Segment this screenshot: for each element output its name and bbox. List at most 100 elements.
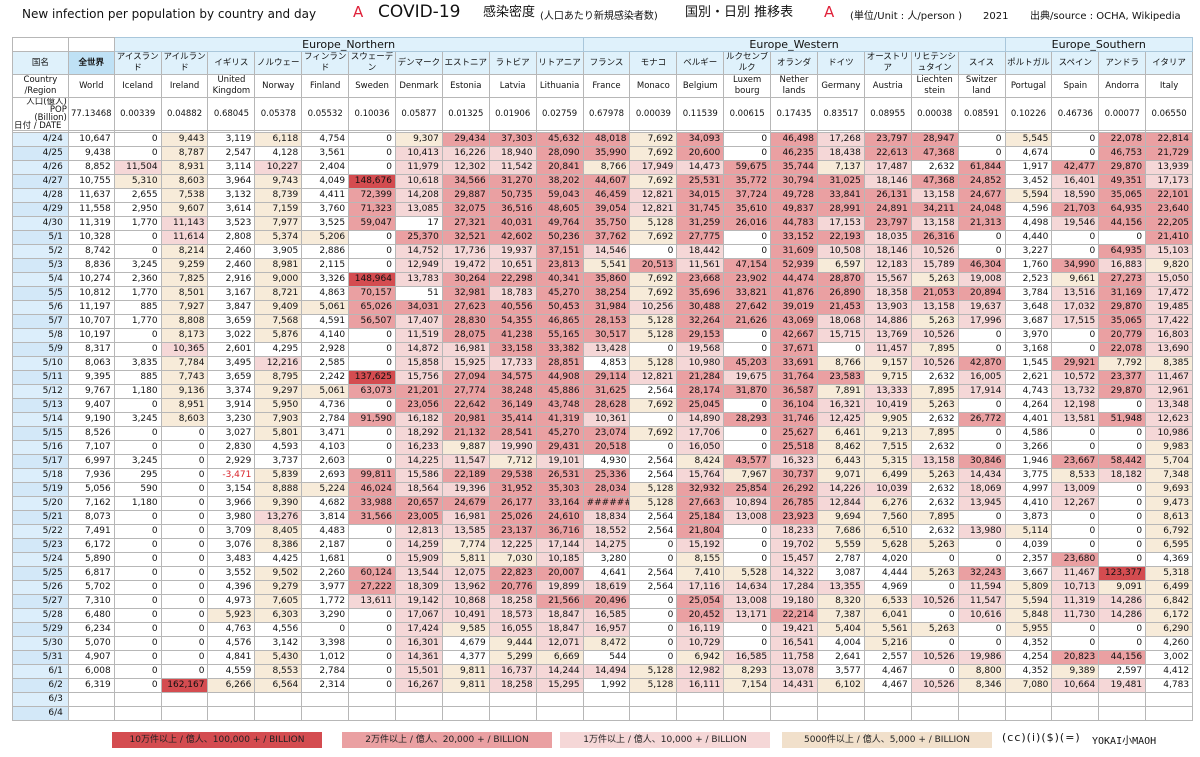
value-cell: 31,169 <box>1098 286 1147 301</box>
value-cell: 42,667 <box>770 328 818 343</box>
value-cell: 2,808 <box>207 230 256 245</box>
value-cell: 4,401 <box>1004 412 1053 427</box>
value-cell: 0 <box>113 538 162 553</box>
value-cell: 13,171 <box>723 608 772 623</box>
value-cell: 28,034 <box>582 482 631 497</box>
value-cell: 0 <box>1098 510 1147 525</box>
value-cell: 8,346 <box>957 678 1006 693</box>
value-cell: 59,047 <box>348 216 396 231</box>
value-cell: 3,266 <box>1004 440 1053 455</box>
date-cell: 5/16 <box>12 440 69 455</box>
value-cell: 0 <box>723 552 772 567</box>
table-row: 5/13 9,407 0 8,951 3,914 5,950 4,736 0 23,056 22,… <box>12 398 1194 413</box>
world-value: 11,197 <box>67 300 115 315</box>
value-cell: 32,264 <box>676 314 725 329</box>
value-cell: 16,957 <box>582 622 631 637</box>
date-cell: 5/14 <box>12 412 69 427</box>
world-value: 8,317 <box>67 342 115 357</box>
value-cell: 0 <box>723 328 772 343</box>
value-cell: 4,039 <box>1004 538 1053 553</box>
value-cell: 46,753 <box>1098 146 1147 161</box>
value-cell: 8,808 <box>160 314 209 329</box>
value-cell: 19,481 <box>1098 678 1147 693</box>
value-cell: 13,544 <box>394 566 443 581</box>
value-cell: 8,173 <box>160 328 209 343</box>
value-cell <box>582 692 631 707</box>
value-cell <box>488 692 537 707</box>
table-row: 5/1 10,328 0 11,614 2,808 5,374 5,206 0 25,370 32… <box>12 230 1194 245</box>
value-cell: 21,566 <box>535 594 584 609</box>
country-pop: 0.05877 <box>394 97 443 131</box>
world-value: 11,637 <box>67 188 115 203</box>
value-cell: 12,623 <box>1145 412 1194 427</box>
value-cell <box>863 706 912 721</box>
value-cell: 32,075 <box>441 202 490 217</box>
value-cell: 2,187 <box>301 538 350 553</box>
value-cell: 0 <box>723 440 772 455</box>
value-cell: 14,244 <box>535 664 584 679</box>
value-cell: 4,295 <box>254 342 303 357</box>
value-cell: 14,890 <box>676 412 725 427</box>
value-cell: 44,156 <box>1098 216 1147 231</box>
value-cell: 2,564 <box>629 454 678 469</box>
value-cell: 11,730 <box>1051 608 1100 623</box>
value-cell: 3,552 <box>207 566 256 581</box>
value-cell: 5,811 <box>441 552 490 567</box>
value-cell: 11,519 <box>394 328 443 343</box>
date-label: 日付 / DATE <box>14 121 62 131</box>
value-cell: 10,986 <box>1145 426 1194 441</box>
value-cell: 3,737 <box>254 454 303 469</box>
value-cell: 0 <box>723 398 772 413</box>
value-cell: 14,361 <box>394 650 443 665</box>
value-cell <box>957 706 1006 721</box>
value-cell: 36,149 <box>488 398 537 413</box>
value-cell: 60,124 <box>348 566 396 581</box>
value-cell: 70,157 <box>348 286 396 301</box>
value-cell: 15,715 <box>816 328 865 343</box>
value-cell: 72,399 <box>348 188 396 203</box>
date-cell: 4/26 <box>12 160 69 175</box>
value-cell: 885 <box>113 370 162 385</box>
country-en: Denmark <box>394 74 443 98</box>
value-cell: 31,764 <box>770 370 818 385</box>
value-cell: 0 <box>113 440 162 455</box>
value-cell: 0 <box>629 412 678 427</box>
value-cell: 15,858 <box>394 356 443 371</box>
region-row: Europe_Northern Europe_Western Europe_Sout… <box>12 37 1194 52</box>
value-cell: 0 <box>1098 440 1147 455</box>
value-cell: 32,243 <box>957 566 1006 581</box>
value-cell: 0 <box>1051 132 1100 147</box>
value-cell: 23,005 <box>394 510 443 525</box>
world-value: 7,107 <box>67 440 115 455</box>
date-cell: 5/26 <box>12 580 69 595</box>
value-cell <box>254 692 303 707</box>
value-cell: 38,254 <box>582 286 631 301</box>
country-en: Austria <box>863 74 912 98</box>
value-cell: 7,891 <box>816 384 865 399</box>
value-cell: 9,743 <box>254 174 303 189</box>
corner-en: Country /Region <box>12 74 69 98</box>
value-cell: 41,238 <box>488 328 537 343</box>
value-cell: 15,909 <box>394 552 443 567</box>
value-cell: 2,523 <box>1004 272 1053 287</box>
value-cell: 7,692 <box>629 272 678 287</box>
value-cell: 4,679 <box>441 636 490 651</box>
value-cell: 25,054 <box>676 594 725 609</box>
value-cell: 7,080 <box>1004 678 1053 693</box>
value-cell: 0 <box>723 132 772 147</box>
value-cell: 18,258 <box>488 678 537 693</box>
country-jp: ルクセンブルク <box>723 51 772 75</box>
value-cell: 8,501 <box>160 286 209 301</box>
value-cell: 4,440 <box>1004 230 1053 245</box>
value-cell: 4,410 <box>1004 496 1053 511</box>
page-header: New infection per population by country … <box>0 0 1200 34</box>
value-cell: 8,613 <box>1145 510 1194 525</box>
value-cell: 0 <box>348 636 396 651</box>
value-cell: 0 <box>160 440 209 455</box>
value-cell: 5,128 <box>629 496 678 511</box>
value-cell: 18,564 <box>394 482 443 497</box>
value-cell: 0 <box>160 468 209 483</box>
value-cell: 1,681 <box>301 552 350 567</box>
value-cell: 0 <box>957 398 1006 413</box>
world-value: 9,395 <box>67 370 115 385</box>
